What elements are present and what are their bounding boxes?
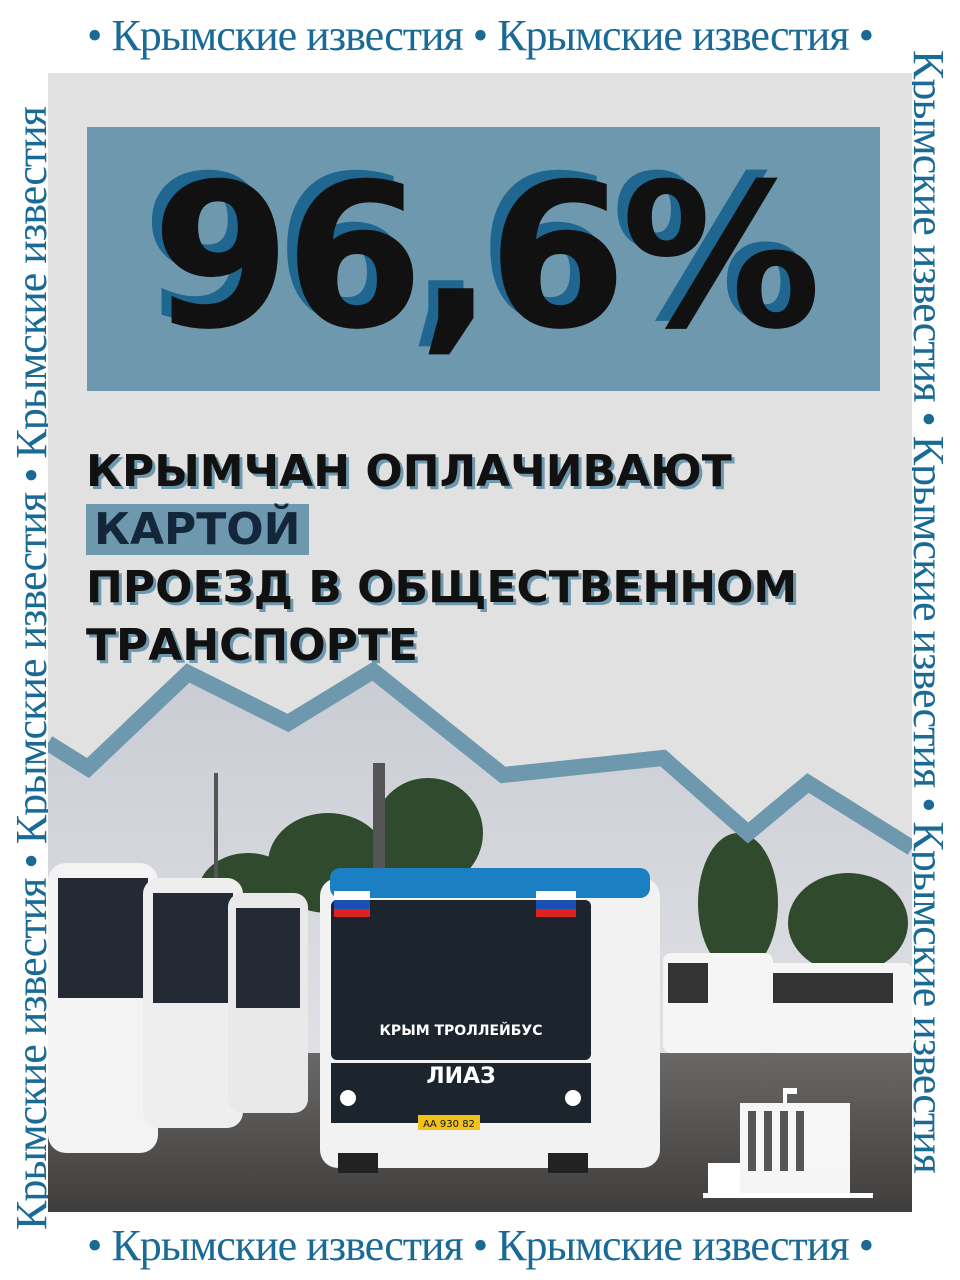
headline-line-2: ПРОЕЗД В ОБЩЕСТВЕННОМ [86, 562, 798, 613]
parked-buses-left [48, 863, 308, 1153]
brand-text: Крымские известия [111, 11, 463, 60]
content-panel: 96,6% КРЫМЧАН ОПЛАЧИВАЮТ КАРТОЙ ПРОЕЗД В… [48, 73, 912, 1212]
bullet: • [858, 11, 874, 60]
bus-brand: ЛИАЗ [426, 1064, 495, 1089]
bullet: • [87, 11, 102, 60]
main-bus: КРЫМ ТРОЛЛЕЙБУС ЛИАЗ АА 930 82 [320, 868, 660, 1173]
headline-line-3: ТРАНСПОРТЕ [86, 620, 418, 671]
bus-label: КРЫМ ТРОЛЛЕЙБУС [379, 1022, 542, 1039]
bullet: • [472, 11, 488, 60]
mountain-line [48, 663, 912, 855]
bullet: • [472, 1221, 488, 1270]
headline-highlight: КАРТОЙ [86, 504, 309, 555]
bullet: • [87, 1221, 102, 1270]
brand-text: Крымские известия [497, 11, 849, 60]
figure-box: 96,6% [87, 127, 880, 391]
brand-band-top: • Крымские известия • Крымские известия … [0, 10, 960, 61]
figure-value: 96,6% [151, 141, 822, 374]
bus-plate: АА 930 82 [423, 1119, 475, 1130]
headline: КРЫМЧАН ОПЛАЧИВАЮТ КАРТОЙ ПРОЕЗД В ОБЩЕС… [86, 443, 912, 675]
bullet: • [858, 1221, 874, 1270]
chimney [373, 763, 385, 873]
brand-text: Крымские известия [497, 1221, 849, 1270]
headline-line-1: КРЫМЧАН ОПЛАЧИВАЮТ КАРТОЙ [86, 443, 912, 559]
parked-buses-right [663, 953, 912, 1053]
brand-text: Крымские известия [111, 1221, 463, 1270]
bus-depot-photo: КРЫМ ТРОЛЛЕЙБУС ЛИАЗ АА 930 82 [48, 663, 912, 1212]
brand-band-bottom: • Крымские известия • Крымские известия … [0, 1220, 960, 1271]
headline-text: КРЫМЧАН ОПЛАЧИВАЮТ [86, 446, 732, 497]
building-logo-icon [703, 1088, 873, 1198]
